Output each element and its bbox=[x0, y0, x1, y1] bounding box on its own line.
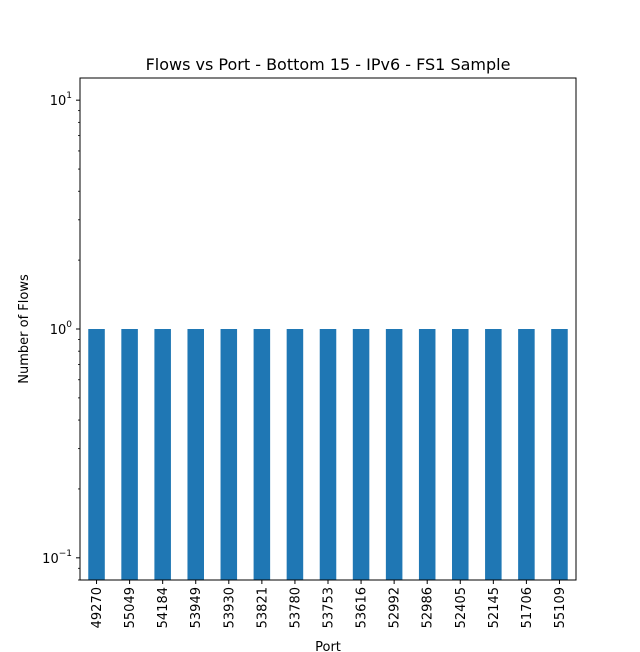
bar bbox=[187, 329, 204, 580]
x-axis-label: Port bbox=[315, 640, 341, 652]
x-tick-label: 55049 bbox=[123, 587, 138, 628]
y-tick-label: 100 bbox=[50, 320, 73, 338]
x-tick-label: 53821 bbox=[255, 587, 270, 628]
bar bbox=[452, 329, 469, 580]
x-tick-label: 53930 bbox=[222, 587, 237, 628]
bar bbox=[551, 329, 568, 580]
x-tick-label: 53616 bbox=[355, 587, 370, 628]
x-tick-label: 51706 bbox=[520, 587, 535, 628]
bar bbox=[518, 329, 535, 580]
bar bbox=[485, 329, 502, 580]
bar bbox=[154, 329, 171, 580]
bar bbox=[220, 329, 238, 580]
x-tick-label: 55109 bbox=[553, 587, 568, 628]
bar bbox=[253, 329, 271, 580]
plot-frame bbox=[79, 77, 577, 581]
x-tick-label: 52992 bbox=[388, 587, 403, 628]
y-axis-label: Number of Flows bbox=[17, 274, 32, 384]
y-tick-label: 101 bbox=[50, 91, 72, 109]
bars bbox=[88, 329, 568, 580]
x-tick-label: 54184 bbox=[156, 587, 171, 628]
bar bbox=[88, 329, 105, 580]
x-tick-label: 53753 bbox=[322, 587, 337, 628]
x-axis-ticks: 49270 55049 54184 53949 53930 53821 53780 53753… bbox=[90, 580, 568, 628]
x-tick-label: 53780 bbox=[288, 587, 303, 628]
chart-title: Flows vs Port - Bottom 15 - IPv6 - FS1 S… bbox=[146, 55, 511, 74]
y-tick-label: 10−1 bbox=[42, 549, 72, 567]
bar bbox=[418, 329, 436, 580]
x-tick-label: 52145 bbox=[487, 587, 502, 628]
y-axis-ticks: 10−1 100 101 bbox=[42, 91, 80, 581]
bar bbox=[121, 329, 138, 580]
x-tick-label: 49270 bbox=[90, 587, 105, 628]
bar bbox=[286, 329, 304, 580]
x-tick-label: 53949 bbox=[189, 587, 204, 628]
bar bbox=[385, 329, 403, 580]
x-tick-label: 52405 bbox=[454, 587, 469, 628]
bar bbox=[319, 329, 337, 580]
bar bbox=[352, 329, 370, 580]
x-tick-label: 52986 bbox=[421, 587, 436, 628]
